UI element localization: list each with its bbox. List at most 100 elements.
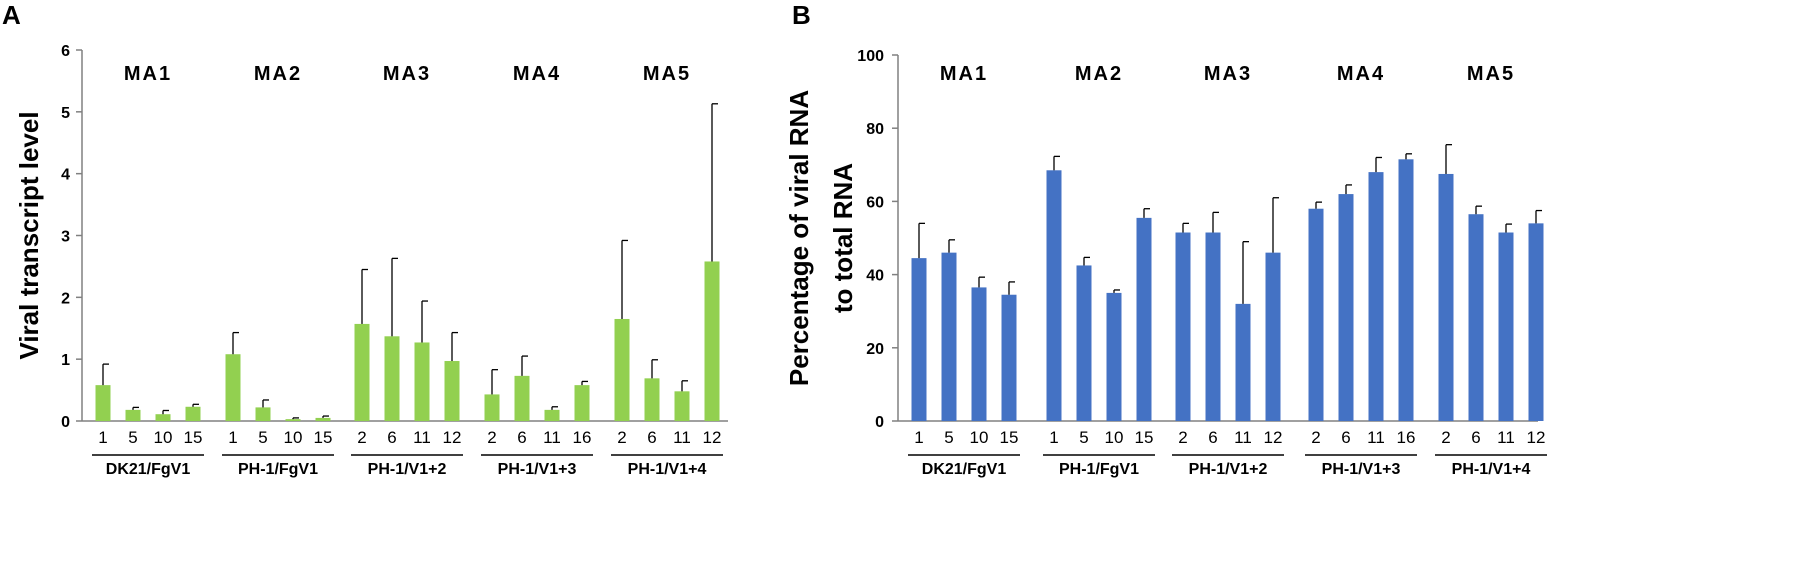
panel-a-y-tick-label: 0 [61, 414, 70, 431]
panel-b-bar [1438, 173, 1454, 421]
panel-a-bar [484, 394, 500, 421]
panel-a-category-label: 11 [673, 428, 691, 447]
panel-a-bar [644, 378, 660, 421]
panel-b-group-label: DK21/FgV1 [922, 461, 1007, 478]
panel-b-bar [1046, 170, 1062, 421]
panel-a-ma-label: MA1 [124, 63, 172, 85]
panel-a-category-label: 5 [128, 428, 137, 447]
panel-b-bar [1468, 214, 1484, 421]
panel-b-y-axis-label: to total RNA [828, 163, 858, 313]
panel-b-bar [1205, 232, 1221, 421]
panel-b-y-tick-label: 20 [866, 341, 884, 358]
panel-b-category-label: 16 [1397, 428, 1416, 447]
panel-b-category-label: 10 [1105, 428, 1124, 447]
panel-a-category-label: 15 [184, 428, 203, 447]
panel-b-category-label: 12 [1527, 428, 1546, 447]
panel-a-bar [255, 407, 271, 421]
panel-b-bar [1136, 217, 1152, 421]
panel-a-category-label: 12 [703, 428, 722, 447]
panel-b-category-label: 6 [1341, 428, 1350, 447]
panel-a-bar [285, 419, 301, 421]
panel-a-category-label: 12 [443, 428, 462, 447]
panel-b-group-label: PH-1/V1+3 [1322, 461, 1401, 478]
panel-b-bar [1235, 303, 1251, 421]
panel-a-bar [155, 414, 171, 421]
panel-a-y-axis-label: Viral transcript level [14, 111, 44, 359]
panel-a-category-label: 6 [387, 428, 396, 447]
panel-b-bar [1076, 265, 1092, 421]
panel-a-bar [614, 318, 630, 421]
panel-b-y-tick-label: 40 [866, 268, 884, 285]
panel-a-bar [514, 375, 530, 421]
panel-a-bar [225, 354, 241, 421]
panel-b-category-label: 15 [1000, 428, 1019, 447]
panel-b-bar [941, 252, 957, 421]
panel-b-category-label: 5 [944, 428, 953, 447]
panel-a-bar [444, 361, 460, 421]
panel-a-bar [674, 391, 690, 421]
panel-a-ma-label: MA5 [643, 63, 691, 85]
panel-b-y-axis-label: Percentage of viral RNA [784, 90, 814, 386]
panel-a-y-tick-label: 2 [61, 290, 70, 307]
panel-a-category-label: 2 [487, 428, 496, 447]
panel-b-y-tick-label: 0 [875, 414, 884, 431]
panel-b-group-label: PH-1/V1+4 [1452, 461, 1531, 478]
panel-a-category-label: 11 [543, 428, 561, 447]
panel-a-category-label: 16 [573, 428, 592, 447]
panel-a-group-label: PH-1/V1+4 [628, 461, 707, 478]
panel-b-bar [1106, 292, 1122, 421]
panel-b-category-label: 2 [1441, 428, 1450, 447]
panel-b-category-label: 15 [1135, 428, 1154, 447]
panel-b-category-label: 1 [914, 428, 923, 447]
panel-a-category-label: 10 [154, 428, 173, 447]
panel-b-y-tick-label: 60 [866, 194, 884, 211]
panel-a-category-label: 6 [517, 428, 526, 447]
panel-b-bar [1001, 294, 1017, 421]
panel-a-bar [185, 406, 201, 421]
panel-b-bar [1398, 159, 1414, 421]
panel-a-category-label: 11 [413, 428, 431, 447]
panel-b-category-label: 11 [1367, 428, 1385, 447]
panel-a-category-label: 2 [617, 428, 626, 447]
panel-b-ma-label: MA5 [1467, 63, 1515, 85]
panel-a-y-tick-label: 4 [61, 167, 70, 184]
panel-a-bar [414, 342, 430, 421]
panel-b-bar [1498, 232, 1514, 421]
panel-a-category-label: 2 [357, 428, 366, 447]
panel-a-letter: A [2, 0, 21, 30]
panel-b-category-label: 5 [1079, 428, 1088, 447]
panel-b-category-label: 2 [1311, 428, 1320, 447]
panel-a-ma-label: MA2 [254, 63, 302, 85]
panel-a-group-label: PH-1/V1+3 [498, 461, 577, 478]
panel-b-ma-label: MA4 [1337, 63, 1385, 85]
panel-a-y-tick-label: 5 [61, 105, 70, 122]
panel-a-bar [95, 385, 111, 421]
panel-a-bar [354, 323, 370, 421]
panel-b-bar [1338, 194, 1354, 421]
panel-b-category-label: 6 [1471, 428, 1480, 447]
panel-a-category-label: 10 [284, 428, 303, 447]
panel-b-group-label: PH-1/V1+2 [1189, 461, 1268, 478]
panel-b-ma-label: MA2 [1075, 63, 1123, 85]
panel-b-bar [1368, 172, 1384, 421]
panel-b-category-label: 11 [1234, 428, 1252, 447]
panel-b-ma-label: MA1 [940, 63, 988, 85]
panel-b-category-label: 11 [1497, 428, 1515, 447]
panel-b-y-tick-label: 80 [866, 121, 884, 138]
panel-a-bar [544, 409, 560, 421]
panel-a-group-label: PH-1/V1+2 [368, 461, 447, 478]
panel-b-bar [911, 258, 927, 421]
panel-a-y-tick-label: 3 [61, 229, 70, 246]
panel-a-bar [315, 417, 331, 421]
panel-a-ma-label: MA3 [383, 63, 431, 85]
panel-b-bar [971, 287, 987, 421]
panel-a-bar [125, 409, 141, 421]
panel-a-category-label: 6 [647, 428, 656, 447]
panel-a-bar [384, 336, 400, 421]
panel-a-category-label: 1 [228, 428, 237, 447]
panel-b-category-label: 6 [1208, 428, 1217, 447]
panel-b-category-label: 1 [1049, 428, 1058, 447]
panel-a-y-tick-label: 6 [61, 43, 70, 60]
